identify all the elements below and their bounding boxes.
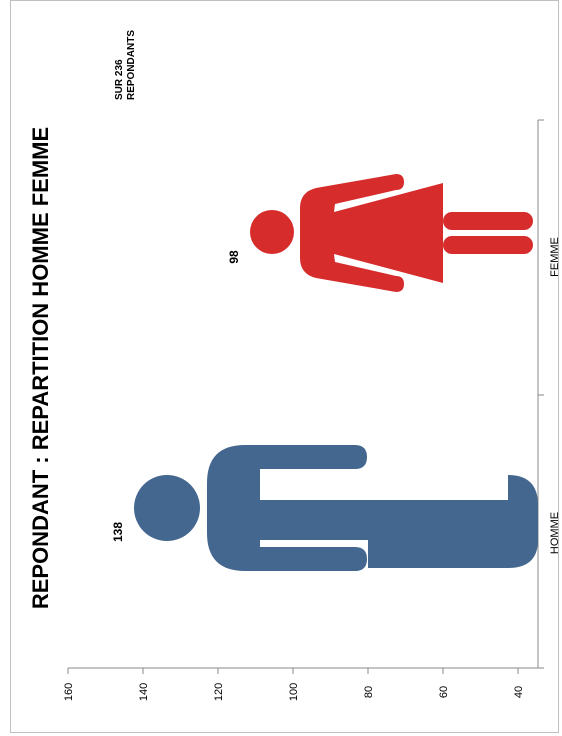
category-label-femme: FEMME [549, 237, 561, 277]
value-tick-label: 140 [138, 683, 150, 701]
annotation-line-1: SUR 236 [114, 59, 125, 100]
male-figure-icon [134, 445, 538, 571]
category-ticks: HOMME FEMME [538, 119, 561, 669]
value-tick-label: 100 [288, 683, 300, 701]
value-tick-label: 120 [213, 683, 225, 701]
value-tick-label: 160 [63, 683, 75, 701]
female-figure-icon [250, 174, 533, 292]
value-ticks: 020406080100120140160 [63, 668, 525, 701]
chart-title: REPONDANT : REPARTITION HOMME FEMME [28, 127, 53, 609]
data-label-homme: 138 [111, 522, 125, 542]
value-tick-label: 80 [363, 686, 375, 698]
value-tick-label: 40 [513, 686, 525, 698]
category-label-homme: HOMME [549, 512, 561, 554]
data-label-femme: 98 [227, 250, 241, 264]
chart-frame [10, 0, 559, 733]
annotation-line-2: REPONDANTS [126, 30, 137, 100]
value-tick-label: 60 [438, 686, 450, 698]
